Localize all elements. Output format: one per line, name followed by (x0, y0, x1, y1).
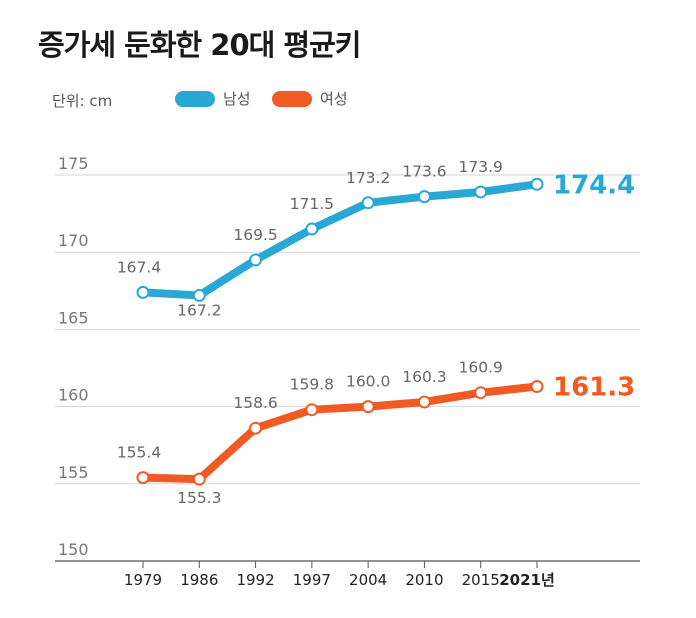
y-tick-label: 170 (58, 231, 89, 250)
unit-label: 단위: cm (52, 92, 113, 110)
x-tick-label: 1992 (236, 571, 274, 589)
female-data-label: 160.3 (402, 368, 446, 386)
female-data-point (136, 471, 150, 485)
legend-item-male: 남성 (175, 88, 251, 109)
female-data-label: 155.4 (117, 444, 161, 462)
male-data-label: 173.6 (402, 163, 446, 181)
legend-label-male: 남성 (223, 90, 251, 108)
y-tick-label: 155 (58, 463, 89, 482)
male-data-point (305, 222, 319, 236)
y-tick-label: 165 (58, 308, 89, 327)
legend-label-female: 여성 (320, 90, 348, 108)
x-tick-label: 2021년 (499, 571, 555, 589)
female-data-label: 158.6 (233, 394, 277, 412)
legend-swatch-male (175, 90, 215, 107)
y-tick-label: 150 (58, 540, 89, 559)
female-data-point (192, 472, 206, 486)
female-data-label: 160.9 (459, 359, 503, 377)
male-data-point (192, 288, 206, 302)
female-data-point (361, 400, 375, 414)
male-data-point (417, 190, 431, 204)
x-tick-label: 1986 (180, 571, 218, 589)
female-data-label: 160.0 (346, 373, 390, 391)
chart-title: 증가세 둔화한 20대 평균키 (38, 28, 361, 62)
x-tick-label: 2010 (405, 571, 443, 589)
male-data-label: 169.5 (233, 226, 277, 244)
female-data-label: 155.3 (177, 489, 221, 507)
x-tick-label: 1997 (293, 571, 331, 589)
female-series-line (139, 382, 541, 484)
male-data-label: 174.4 (553, 170, 635, 200)
male-data-point (530, 177, 544, 191)
male-data-point (136, 285, 150, 299)
x-tick-label: 1979 (124, 571, 162, 589)
y-tick-label: 175 (58, 154, 89, 173)
y-tick-label: 160 (58, 386, 89, 405)
x-tick-label: 2004 (349, 571, 387, 589)
legend-swatch-female (272, 90, 312, 107)
male-data-point (361, 196, 375, 210)
female-data-label: 161.3 (553, 373, 635, 403)
male-data-point (474, 185, 488, 199)
female-data-label: 159.8 (290, 376, 334, 394)
male-series-line (139, 180, 541, 300)
female-data-point (530, 380, 544, 394)
male-data-label: 171.5 (290, 195, 334, 213)
x-tick-label: 2015 (462, 571, 500, 589)
female-data-point (474, 386, 488, 400)
female-data-point (249, 421, 263, 435)
legend-item-female: 여성 (272, 88, 348, 109)
female-data-point (305, 403, 319, 417)
male-data-point (249, 253, 263, 267)
male-data-label: 173.2 (346, 169, 390, 187)
female-data-point (417, 395, 431, 409)
male-data-label: 167.4 (117, 258, 161, 276)
male-data-label: 167.2 (177, 301, 221, 319)
male-data-label: 173.9 (459, 158, 503, 176)
